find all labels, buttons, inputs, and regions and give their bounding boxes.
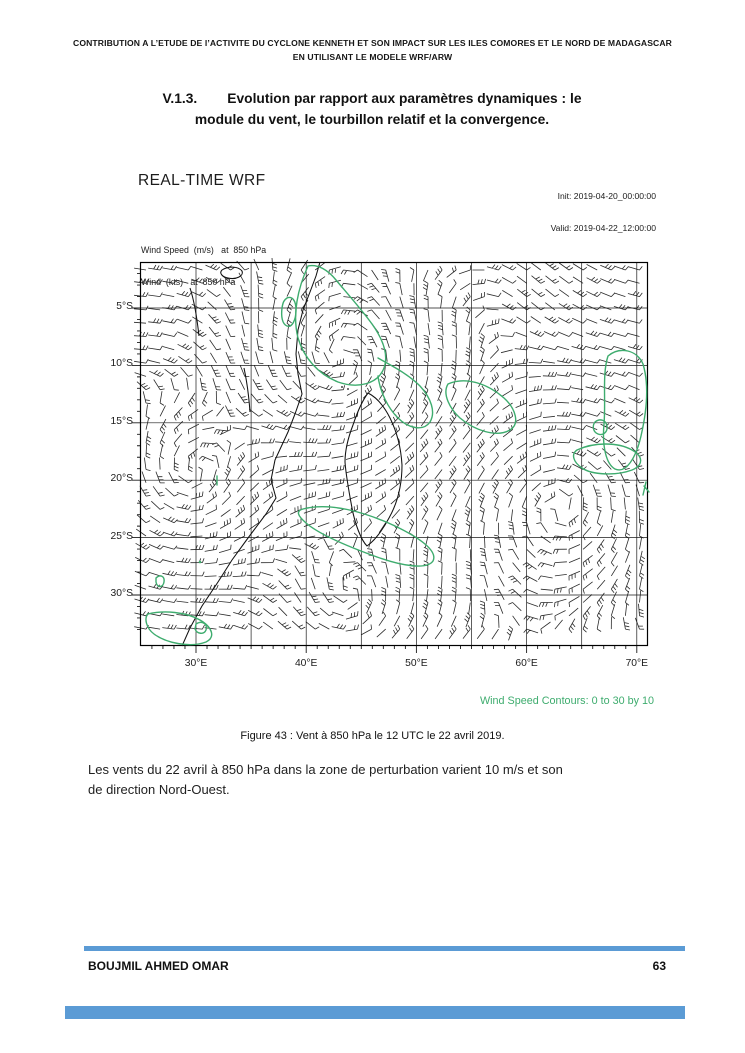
running-header-line2: EN UTILISANT LE MODELE WRF/ARW <box>292 51 453 62</box>
figure-init-time: Init: 2019-04-20_00:00:00 <box>557 191 656 201</box>
running-header-line1: CONTRIBUTION A L’ETUDE DE l’ACTIVITE DU … <box>73 38 672 48</box>
wind-speed-contour <box>592 419 608 436</box>
wind-map-canvas <box>132 257 650 653</box>
island-dot <box>341 386 343 388</box>
wind-speed-contour <box>294 264 387 386</box>
wind-speed-contour <box>194 621 208 634</box>
island-dot <box>347 388 349 390</box>
lon-axis-label: 60°E <box>515 658 538 669</box>
lon-axis-label: 70°E <box>625 658 649 669</box>
wind-speed-contour <box>280 296 297 327</box>
lon-axis-label: 40°E <box>294 658 318 669</box>
lat-axis-label: 30°S <box>110 588 133 599</box>
lon-axis-label: 30°E <box>184 658 208 669</box>
bottom-accent-bar <box>65 1006 685 1019</box>
wind-speed-contour <box>602 349 648 471</box>
section-title-part2: module du vent, le tourbillon relatif et… <box>194 112 550 127</box>
section-title-part1: Evolution par rapport aux paramètres dyn… <box>227 91 582 106</box>
wind-speed-contour <box>572 443 642 475</box>
footer-accent-bar <box>84 946 685 951</box>
wind-speed-contour <box>642 481 650 496</box>
coastline-path <box>344 392 403 547</box>
footer-page-number: 63 <box>652 959 666 973</box>
figure-times: Init: 2019-04-20_00:00:00 Valid: 2019-04… <box>430 170 656 254</box>
footer-author: BOUJMIL AHMED OMAR <box>88 959 229 973</box>
field-label-line2: Wind (kts) at 850 hPa <box>141 276 236 287</box>
wind-barbs <box>133 257 646 641</box>
figure-valid-time: Valid: 2019-04-22_12:00:00 <box>550 222 656 233</box>
wind-speed-contour <box>155 575 165 588</box>
coastline-path <box>181 261 321 647</box>
wind-map <box>132 257 650 653</box>
page-footer: BOUJMIL AHMED OMAR 63 <box>88 959 666 973</box>
section-number: V.1.3. <box>162 91 198 106</box>
lat-axis-label: 10°S <box>110 358 133 370</box>
coastline-path <box>189 287 200 337</box>
map-border <box>139 261 649 647</box>
lat-axis-label: 5°S <box>116 301 133 312</box>
wind-speed-contour <box>377 357 434 429</box>
map-axis-ticks <box>132 273 638 653</box>
section-heading-line1: V.1.3. Evolution par rapport aux paramètr… <box>72 88 672 109</box>
wind-speed-contour <box>445 380 517 434</box>
coastline-path <box>243 367 251 413</box>
body-line1: Les vents du 22 avril à 850 hPa dans la … <box>88 762 563 777</box>
field-label-line1: Wind Speed (m/s) at 850 hPa <box>141 245 267 255</box>
figure-model-title: REAL-TIME WRF <box>138 172 266 189</box>
running-header: CONTRIBUTION A L’ETUDE DE l’ACTIVITE DU … <box>60 37 685 64</box>
coastline-path <box>220 266 243 280</box>
lon-axis-label: 50°E <box>405 658 428 669</box>
wind-speed-contour <box>297 506 435 567</box>
lat-axis-label: 15°S <box>110 415 133 427</box>
section-heading: V.1.3. Evolution par rapport aux paramètr… <box>72 88 672 130</box>
wind-speed-contour <box>198 560 202 564</box>
figure-field-label: Wind Speed (m/s) at 850 hPa Wind (kts) a… <box>141 224 266 308</box>
body-line2: de direction Nord-Ouest. <box>88 781 230 797</box>
wind-speed-contour <box>145 611 213 646</box>
contour-note: Wind Speed Contours: 0 to 30 by 10 <box>479 695 654 707</box>
lat-axis-label: 25°S <box>110 530 133 542</box>
lat-axis-label: 20°S <box>110 473 133 485</box>
body-paragraph: Les vents du 22 avril à 850 hPa dans la … <box>88 760 673 799</box>
figure-caption: Figure 43 : Vent à 850 hPa le 12 UTC le … <box>240 730 505 742</box>
